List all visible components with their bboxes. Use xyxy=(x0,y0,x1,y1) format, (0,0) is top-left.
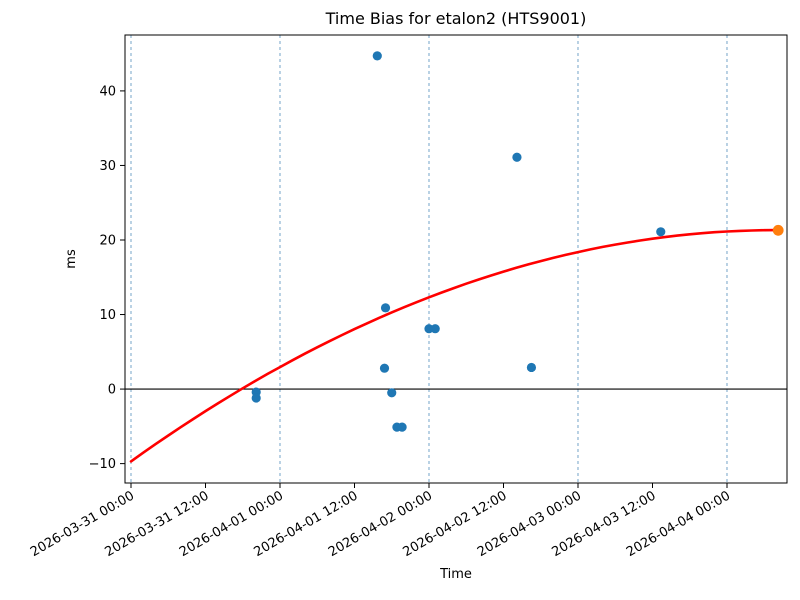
data-point xyxy=(397,422,407,432)
data-point xyxy=(251,393,261,403)
y-tick-label: 20 xyxy=(99,233,116,248)
data-point xyxy=(372,51,382,61)
y-tick-label: 40 xyxy=(99,84,116,99)
y-tick-label: 30 xyxy=(99,159,116,174)
y-tick-label: −10 xyxy=(89,457,116,472)
fit-curve-line xyxy=(129,228,780,463)
y-tick-label: 10 xyxy=(99,308,116,323)
data-point xyxy=(380,303,391,313)
y-tick-label: 0 xyxy=(108,383,116,398)
x-axis-label: Time xyxy=(440,567,472,582)
data-point xyxy=(526,362,537,373)
data-point xyxy=(379,363,390,373)
data-point xyxy=(512,152,522,162)
y-axis-label: ms xyxy=(63,249,79,269)
plot-frame xyxy=(124,34,788,484)
data-point xyxy=(656,227,666,237)
chart-title: Time Bias for etalon2 (HTS9001) xyxy=(325,9,587,28)
data-point xyxy=(387,388,397,398)
data-point xyxy=(430,324,440,334)
prediction-point xyxy=(772,224,784,236)
